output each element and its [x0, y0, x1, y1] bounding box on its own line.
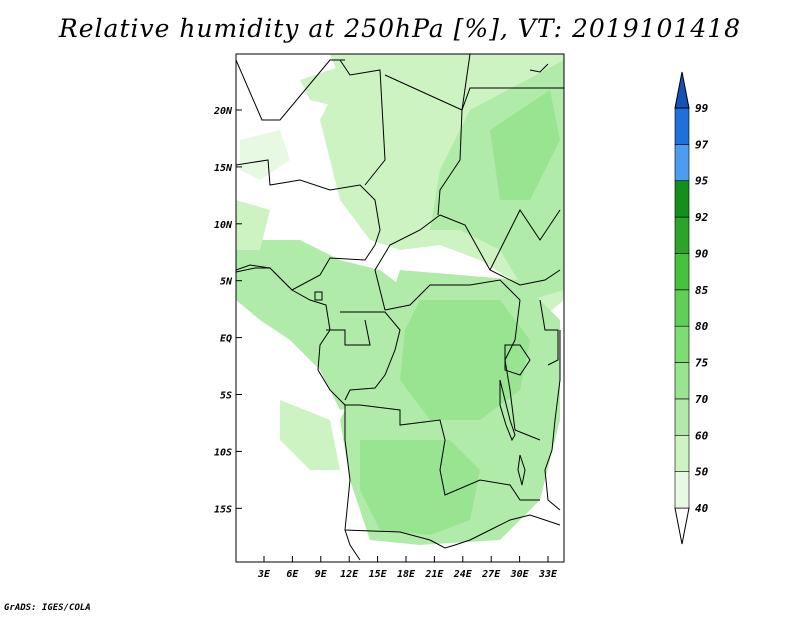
border-line [344, 529, 361, 561]
colorbar-segment [674, 434, 690, 472]
coastline-red-sea [529, 63, 549, 73]
colorbar-segment [674, 471, 690, 509]
lon-label: 12E [340, 569, 359, 580]
humidity-region-east-core [490, 90, 560, 200]
coastline [236, 264, 351, 481]
lon-label: 6E [286, 569, 299, 580]
chart-title: Relative humidity at 250hPa [%], VT: 201… [58, 14, 742, 43]
humidity-region-west-edge [236, 200, 270, 250]
border-line [437, 109, 463, 216]
lat-label: 15N [214, 163, 233, 174]
border-line [439, 214, 561, 286]
border-line [236, 159, 381, 246]
lon-label: 33E [538, 569, 558, 580]
map-frame [235, 53, 565, 563]
colorbar-segment [674, 253, 690, 291]
border-line [384, 279, 521, 311]
colorbar-segment [674, 107, 690, 145]
border-line [504, 299, 541, 441]
colorbar-label: 92 [695, 211, 709, 224]
colorbar-segment [674, 180, 690, 218]
border-line [384, 54, 471, 111]
colorbar-segment [674, 144, 690, 182]
lon-label: 3E [257, 569, 271, 580]
lat-label: 5N [220, 277, 233, 288]
colorbar-label: 50 [695, 466, 709, 479]
border-line [489, 209, 561, 271]
lat-label: 15S [214, 504, 232, 515]
colorbar-label: 60 [695, 429, 709, 442]
humidity-region-northwest [240, 130, 290, 180]
country-borders [236, 54, 564, 561]
humidity-region-southwest [280, 400, 340, 470]
border-line [326, 319, 371, 346]
colorbar-segment [674, 325, 690, 363]
border-line [339, 59, 386, 186]
border-line [236, 59, 345, 121]
grads-credit: GrADS: IGES/COLA [4, 603, 91, 613]
colorbar-label: 85 [695, 284, 709, 297]
border-line [539, 299, 559, 366]
colorbar-segment [674, 289, 690, 327]
colorbar-label: 90 [695, 247, 709, 260]
lake-malawi [517, 454, 526, 486]
lat-label: 10N [214, 220, 233, 231]
border-line [461, 87, 564, 111]
colorbar-label: 80 [695, 320, 709, 333]
lat-label: 20N [213, 106, 233, 117]
lat-label: 5S [220, 391, 232, 402]
colorbar-label: 75 [695, 357, 709, 370]
colorbar-upper-triangle [674, 71, 690, 109]
border-line [429, 514, 561, 549]
latitude-axis: 20N 15N 10N 5N EQ 5S 10S 15S [213, 106, 242, 515]
border-line [374, 214, 441, 311]
lat-label: EQ [220, 334, 232, 345]
colorbar-segment [674, 398, 690, 436]
lon-label: 15E [369, 569, 388, 580]
lon-label: 27E [481, 569, 501, 580]
lon-label: 24E [453, 569, 473, 580]
colorbar-label: 40 [695, 502, 709, 515]
humidity-region-central-core [400, 300, 530, 420]
coastline-east [544, 330, 561, 511]
lon-label: 9E [315, 569, 328, 580]
lake-tanganyika [499, 379, 516, 442]
colorbar-label: 97 [695, 138, 709, 151]
humidity-region-south [360, 440, 480, 535]
colorbar-segment [674, 362, 690, 400]
border-line [340, 311, 401, 401]
humidity-region-north-patch [300, 60, 380, 110]
lon-label: 30E [510, 569, 530, 580]
colorbar-label: 70 [695, 393, 709, 406]
colorbar-label: 95 [695, 175, 709, 188]
lat-label: 10S [214, 447, 232, 458]
longitude-axis: 3E 6E 9E 12E 15E 18E 21E 24E 27E 30E 33E [257, 556, 558, 580]
lon-label: 18E [397, 569, 416, 580]
colorbar-lower-triangle [674, 507, 690, 545]
border-line [344, 479, 431, 541]
lake-victoria [504, 344, 531, 376]
humidity-field [236, 54, 564, 545]
border-line [345, 404, 540, 501]
colorbar: 40 50 60 70 75 80 85 90 92 95 97 99 [674, 71, 709, 545]
lon-label: 21E [424, 569, 444, 580]
border-line [236, 244, 376, 291]
colorbar-segment [674, 216, 690, 254]
island-bioko [314, 291, 323, 301]
colorbar-label: 99 [695, 102, 709, 115]
